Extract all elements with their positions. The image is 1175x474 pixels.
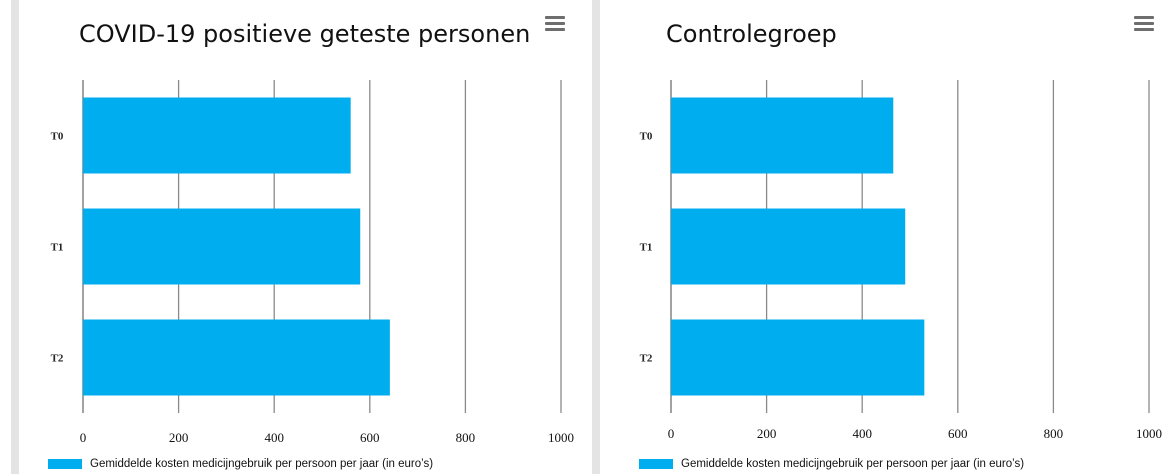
y-category-label: T2 bbox=[640, 353, 653, 365]
chart-title: Controlegroep bbox=[666, 20, 837, 48]
x-tick-label: 1000 bbox=[548, 430, 574, 445]
hamburger-menu-icon[interactable] bbox=[1134, 15, 1154, 31]
bar-t2 bbox=[671, 319, 925, 396]
bar-t1 bbox=[671, 208, 906, 285]
x-tick-label: 1000 bbox=[1136, 426, 1162, 441]
x-tick-label: 0 bbox=[668, 426, 675, 441]
y-category-label: T0 bbox=[51, 131, 64, 143]
bar-t2 bbox=[83, 319, 390, 396]
x-tick-label: 400 bbox=[264, 430, 284, 445]
x-tick-label: 600 bbox=[360, 430, 380, 445]
left-panel-edge bbox=[11, 0, 19, 474]
y-category-label: T0 bbox=[640, 131, 653, 143]
chart-legend[interactable]: Gemiddelde kosten medicijngebruik per pe… bbox=[48, 456, 433, 472]
chart-panel-control: Controlegroep 0 200 400 600 800 1000 T0 T1 T2 Ge… bbox=[600, 0, 1175, 474]
y-category-label: T1 bbox=[51, 242, 64, 254]
right-panel-edge bbox=[592, 0, 600, 474]
bar-t0 bbox=[83, 97, 351, 174]
y-category-label: T2 bbox=[51, 353, 64, 365]
x-tick-label: 400 bbox=[852, 426, 872, 441]
legend-label: Gemiddelde kosten medicijngebruik per pe… bbox=[681, 458, 1025, 470]
hamburger-menu-icon[interactable] bbox=[545, 15, 565, 31]
bar-chart-covid: 0 200 400 600 800 1000 T0 T1 T2 bbox=[51, 80, 574, 445]
x-tick-label: 0 bbox=[80, 430, 87, 445]
chart-panel-covid: COVID-19 positieve geteste personen 0 200… bbox=[19, 0, 592, 474]
x-tick-label: 800 bbox=[456, 430, 476, 445]
chart-legend[interactable]: Gemiddelde kosten medicijngebruik per pe… bbox=[639, 456, 1024, 472]
legend-swatch bbox=[639, 459, 673, 469]
chart-title: COVID-19 positieve geteste personen bbox=[79, 20, 531, 48]
bar-t1 bbox=[83, 208, 361, 285]
x-tick-label: 600 bbox=[948, 426, 968, 441]
legend-label: Gemiddelde kosten medicijngebruik per pe… bbox=[90, 458, 434, 470]
y-category-label: T1 bbox=[640, 242, 653, 254]
legend-swatch bbox=[48, 459, 82, 469]
x-tick-label: 800 bbox=[1044, 426, 1064, 441]
bar-t0 bbox=[671, 97, 894, 174]
x-tick-label: 200 bbox=[757, 426, 777, 441]
x-tick-label: 200 bbox=[169, 430, 189, 445]
bar-chart-control: 0 200 400 600 800 1000 T0 T1 T2 bbox=[640, 80, 1162, 441]
